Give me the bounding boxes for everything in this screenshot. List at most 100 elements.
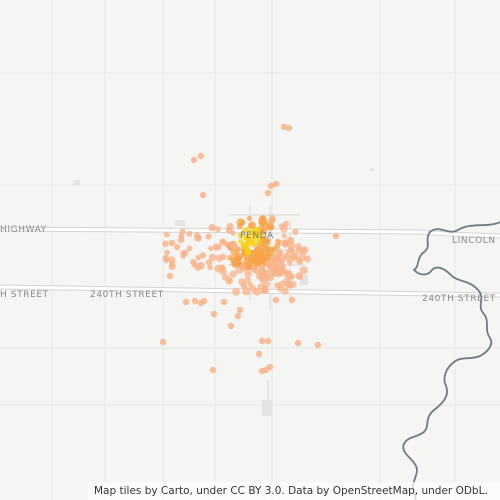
incident-point[interactable] bbox=[287, 241, 296, 250]
incident-point[interactable] bbox=[208, 224, 216, 232]
incident-point[interactable] bbox=[241, 228, 247, 234]
incident-point[interactable] bbox=[249, 285, 257, 293]
incident-point[interactable] bbox=[199, 191, 207, 199]
incident-point[interactable] bbox=[210, 310, 218, 318]
incident-point[interactable] bbox=[247, 229, 253, 236]
incident-point[interactable] bbox=[264, 189, 272, 197]
incident-point[interactable] bbox=[294, 339, 302, 347]
incident-point[interactable] bbox=[168, 239, 176, 247]
incident-point[interactable] bbox=[191, 261, 199, 268]
incident-point[interactable] bbox=[225, 226, 233, 234]
incident-point[interactable] bbox=[274, 243, 280, 250]
incident-point[interactable] bbox=[236, 306, 244, 314]
incident-point[interactable] bbox=[258, 252, 266, 259]
incident-point[interactable] bbox=[234, 312, 242, 320]
incident-point[interactable] bbox=[278, 255, 286, 263]
incident-point[interactable] bbox=[292, 228, 299, 235]
incident-point[interactable] bbox=[280, 224, 288, 233]
incident-point[interactable] bbox=[280, 123, 288, 131]
incident-point[interactable] bbox=[268, 246, 275, 252]
incident-point[interactable] bbox=[164, 231, 170, 238]
incident-point[interactable] bbox=[225, 277, 233, 285]
incident-point[interactable] bbox=[246, 215, 253, 221]
incident-point-hot[interactable] bbox=[241, 242, 249, 250]
incident-point[interactable] bbox=[265, 260, 271, 267]
incident-point[interactable] bbox=[163, 258, 169, 264]
incident-point[interactable] bbox=[162, 240, 169, 248]
incident-point[interactable] bbox=[168, 262, 176, 271]
incident-point[interactable] bbox=[239, 264, 248, 272]
incident-point[interactable] bbox=[268, 250, 275, 257]
incident-point[interactable] bbox=[258, 337, 266, 345]
incident-point[interactable] bbox=[272, 254, 281, 263]
incident-point[interactable] bbox=[208, 253, 217, 262]
incident-point[interactable] bbox=[269, 266, 277, 274]
incident-point[interactable] bbox=[290, 255, 297, 262]
incident-point[interactable] bbox=[239, 219, 246, 226]
incident-point[interactable] bbox=[248, 221, 257, 229]
incident-point[interactable] bbox=[190, 156, 198, 164]
incident-point[interactable] bbox=[195, 254, 202, 261]
incident-point[interactable] bbox=[164, 249, 170, 256]
incident-point[interactable] bbox=[254, 246, 263, 255]
incident-point[interactable] bbox=[275, 238, 281, 245]
incident-point-hot[interactable] bbox=[244, 248, 252, 256]
incident-point[interactable] bbox=[166, 272, 174, 280]
incident-point[interactable] bbox=[262, 366, 270, 374]
incident-point[interactable] bbox=[267, 182, 275, 190]
incident-point[interactable] bbox=[244, 270, 252, 278]
incident-point-hot[interactable] bbox=[246, 238, 254, 246]
incident-point[interactable] bbox=[274, 282, 281, 289]
incident-point[interactable] bbox=[230, 258, 239, 267]
incident-point[interactable] bbox=[253, 255, 260, 262]
incident-point[interactable] bbox=[205, 233, 212, 240]
incident-point[interactable] bbox=[238, 278, 246, 286]
incident-point[interactable] bbox=[186, 245, 193, 252]
incident-point[interactable] bbox=[174, 243, 181, 251]
incident-point[interactable] bbox=[227, 322, 235, 330]
incident-point[interactable] bbox=[245, 263, 253, 271]
incident-point[interactable] bbox=[159, 338, 167, 346]
incident-point[interactable] bbox=[219, 264, 225, 271]
incident-point[interactable] bbox=[256, 238, 262, 244]
incident-point[interactable] bbox=[269, 214, 276, 221]
incident-point[interactable] bbox=[284, 254, 292, 262]
incident-point[interactable] bbox=[272, 296, 280, 304]
incident-point[interactable] bbox=[260, 286, 268, 294]
incident-point[interactable] bbox=[199, 252, 207, 259]
incident-point[interactable] bbox=[194, 232, 201, 239]
incident-point[interactable] bbox=[197, 152, 205, 160]
incident-point[interactable] bbox=[220, 253, 227, 261]
incident-point-hot[interactable] bbox=[251, 232, 259, 240]
incident-point[interactable] bbox=[255, 350, 263, 358]
incident-point[interactable] bbox=[229, 270, 237, 278]
incident-point[interactable] bbox=[242, 287, 251, 296]
incident-point[interactable] bbox=[207, 264, 213, 270]
incident-point[interactable] bbox=[200, 297, 208, 305]
incident-point[interactable] bbox=[238, 238, 244, 244]
incident-point[interactable] bbox=[272, 180, 280, 188]
incident-point[interactable] bbox=[237, 232, 244, 239]
incident-point[interactable] bbox=[288, 296, 296, 304]
incident-point[interactable] bbox=[285, 124, 293, 132]
incident-point[interactable] bbox=[300, 247, 307, 254]
incident-point[interactable] bbox=[179, 228, 186, 235]
incident-point[interactable] bbox=[259, 227, 268, 235]
incident-point[interactable] bbox=[232, 287, 241, 296]
incident-point[interactable] bbox=[259, 265, 266, 271]
incident-point[interactable] bbox=[182, 298, 190, 306]
incident-point[interactable] bbox=[303, 255, 311, 263]
incident-point[interactable] bbox=[266, 222, 275, 231]
incident-point[interactable] bbox=[257, 270, 267, 279]
incident-point[interactable] bbox=[197, 261, 205, 270]
incident-point[interactable] bbox=[284, 280, 292, 289]
incident-point[interactable] bbox=[180, 253, 186, 259]
incident-point[interactable] bbox=[260, 236, 267, 243]
incident-point[interactable] bbox=[254, 260, 262, 268]
incident-point[interactable] bbox=[281, 233, 287, 239]
incident-point[interactable] bbox=[282, 239, 289, 247]
incident-point[interactable] bbox=[235, 252, 244, 261]
incident-point[interactable] bbox=[220, 298, 228, 306]
incident-point[interactable] bbox=[230, 242, 238, 251]
